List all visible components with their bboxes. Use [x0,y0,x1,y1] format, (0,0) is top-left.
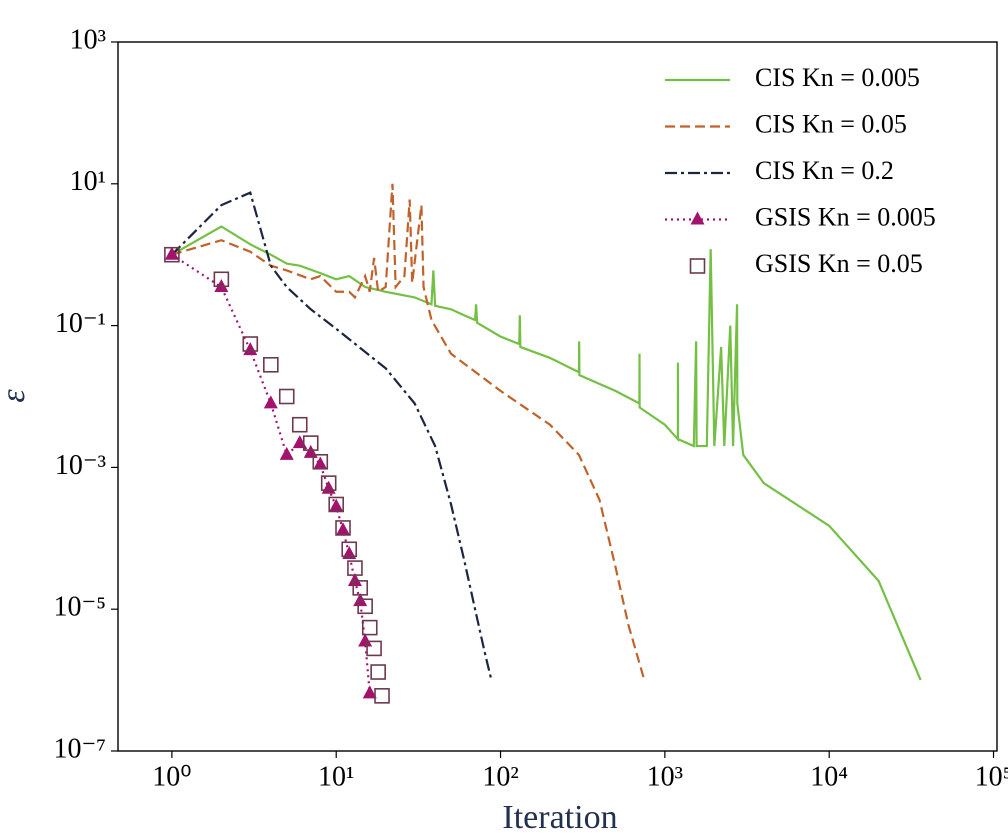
legend-label: CIS Kn = 0.2 [755,156,894,185]
line [171,183,646,681]
x-tick-label: 10⁴ [810,761,848,792]
series [171,191,493,681]
triangle-marker [164,246,179,260]
triangle-marker [279,446,294,460]
y-axis-label: ε [0,389,32,403]
square-marker [164,246,180,263]
legend-label: GSIS Kn = 0.05 [755,249,923,278]
square-marker [352,580,369,596]
legend-label: GSIS Kn = 0.005 [755,202,936,231]
square-marker [370,664,386,680]
square-marker [366,640,382,657]
x-tick-label: 10³ [647,761,683,792]
y-tick-label: 10⁻⁵ [53,592,106,623]
line [171,253,371,694]
x-axis-label: Iteration [502,799,617,835]
square-marker [263,356,279,373]
series [164,246,390,704]
axes-frame [117,41,998,752]
square-marker [335,520,351,536]
triangle-marker [336,522,351,536]
triangle-marker [362,685,377,699]
square-marker [347,560,363,576]
y-tick-label: 10⁻⁷ [53,733,106,764]
triangle-marker [329,498,344,512]
x-tick-label: 10² [482,761,518,792]
line [171,225,922,681]
series [171,225,922,681]
triangle-marker [358,633,373,647]
square-marker [291,416,308,433]
square-marker [278,388,295,405]
series [164,246,377,699]
square-marker [361,619,378,636]
y-tick-label: 10³ [70,24,106,55]
triangle-marker [263,395,278,409]
square-marker [357,598,373,615]
y-tick-label: 10¹ [70,166,106,197]
triangle-marker [313,456,328,470]
y-tick-label: 10⁻¹ [55,308,106,339]
square-marker [328,496,345,513]
square-marker [312,453,329,470]
square-marker [374,688,390,704]
square-marker [302,435,319,451]
y-tick-label: 10⁻³ [55,450,106,481]
legend-label: CIS Kn = 0.05 [755,109,907,138]
square-marker [689,258,706,274]
x-tick-label: 10¹ [318,761,354,792]
x-tick-label: 10⁵ [975,761,1008,792]
triangle-marker [690,211,705,225]
line [171,191,493,681]
series [171,183,646,681]
x-tick-label: 10⁰ [152,761,191,792]
square-marker [320,475,337,491]
square-marker [213,271,230,288]
square-marker [242,336,259,352]
legend-label: CIS Kn = 0.005 [755,63,920,92]
triangle-marker [243,342,258,356]
triangle-marker [347,572,362,586]
square-marker [341,541,358,558]
